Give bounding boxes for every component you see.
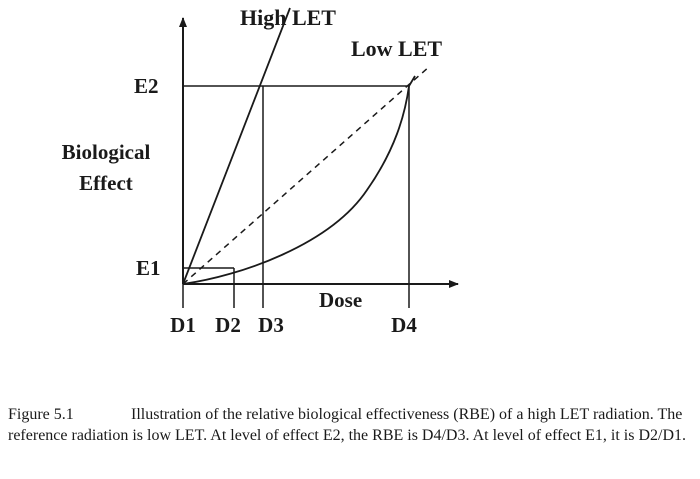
e2-label: E2 <box>134 74 159 98</box>
high-let-curve <box>182 7 291 285</box>
d1-label: D1 <box>170 313 196 337</box>
d4-label: D4 <box>391 313 417 337</box>
caption-text: Illustration of the relative biological … <box>8 406 687 444</box>
e1-label: E1 <box>136 256 161 280</box>
d2-label: D2 <box>215 313 241 337</box>
low-let-label: Low LET <box>351 36 442 61</box>
y-axis-label-line1: Biological <box>62 140 151 164</box>
x-axis-label: Dose <box>319 288 362 312</box>
figure-number: Figure 5.1 <box>8 406 74 423</box>
linear-reference-dashed-line <box>182 65 431 285</box>
high-let-label: High LET <box>240 5 336 30</box>
figure-caption: Figure 5.1 Illustration of the relative b… <box>8 404 696 446</box>
y-axis-label-line2: Effect <box>79 171 133 195</box>
low-let-curve <box>182 75 416 285</box>
d3-label: D3 <box>258 313 284 337</box>
